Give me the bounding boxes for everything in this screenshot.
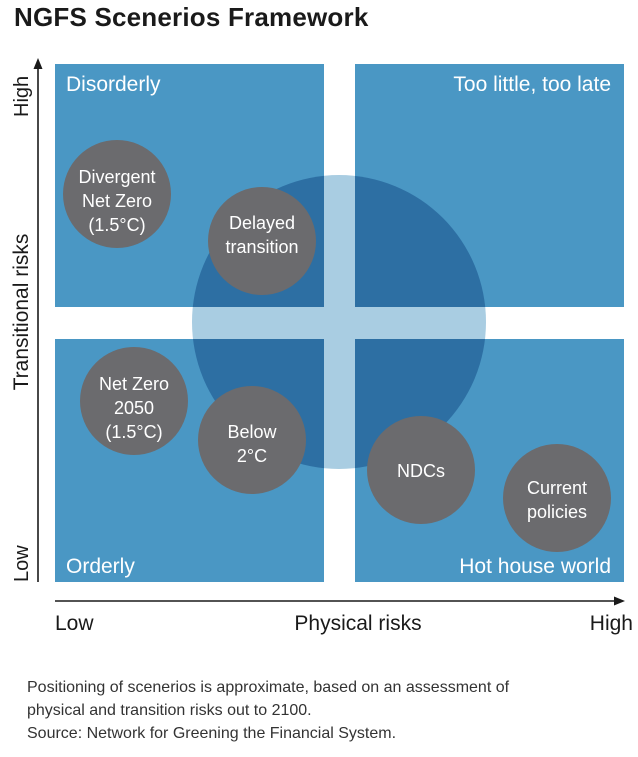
svg-text:2050: 2050 <box>114 398 154 418</box>
svg-text:Current: Current <box>527 478 587 498</box>
scenario-below-2c: Below 2°C <box>198 386 306 494</box>
y-axis <box>33 58 43 582</box>
svg-text:(1.5°C): (1.5°C) <box>105 422 162 442</box>
svg-text:2°C: 2°C <box>237 446 267 466</box>
caption-line-3: Source: Network for Greening the Financi… <box>27 725 397 742</box>
scenario-current-policies: Current policies <box>503 444 611 552</box>
caption-line-2: physical and transition risks out to 210… <box>27 702 312 719</box>
ngfs-framework-diagram: Disorderly Too little, too late Orderly … <box>10 58 633 635</box>
scenario-divergent-net-zero: Divergent Net Zero (1.5°C) <box>63 140 171 248</box>
caption: Positioning of scenerios is approximate,… <box>27 676 617 745</box>
svg-text:transition: transition <box>225 237 298 257</box>
x-axis-high-label: High <box>590 612 633 635</box>
svg-text:Divergent: Divergent <box>78 167 155 187</box>
y-axis-low-label: Low <box>11 545 33 582</box>
scenario-ndcs: NDCs <box>367 416 475 524</box>
x-axis <box>55 596 625 606</box>
svg-text:policies: policies <box>527 502 587 522</box>
svg-text:Net Zero: Net Zero <box>99 374 169 394</box>
scenario-net-zero-2050: Net Zero 2050 (1.5°C) <box>80 347 188 455</box>
y-axis-high-label: High <box>11 76 33 117</box>
svg-text:(1.5°C): (1.5°C) <box>88 215 145 235</box>
quadrant-label-disorderly: Disorderly <box>66 73 161 96</box>
quadrant-label-orderly: Orderly <box>66 555 135 578</box>
svg-text:NDCs: NDCs <box>397 461 445 481</box>
caption-line-1: Positioning of scenerios is approximate,… <box>27 679 510 696</box>
y-axis-title: Transitional risks <box>10 234 33 391</box>
quadrant-label-too-little-too-late: Too little, too late <box>453 73 611 96</box>
x-axis-low-label: Low <box>55 612 94 635</box>
quadrant-label-hot-house-world: Hot house world <box>459 555 611 578</box>
svg-text:Net Zero: Net Zero <box>82 191 152 211</box>
scenario-delayed-transition: Delayed transition <box>208 187 316 295</box>
svg-text:Below: Below <box>227 422 277 442</box>
page-title: NGFS Scenerios Framework <box>14 2 369 32</box>
svg-text:Delayed: Delayed <box>229 213 295 233</box>
x-axis-title: Physical risks <box>294 612 421 635</box>
